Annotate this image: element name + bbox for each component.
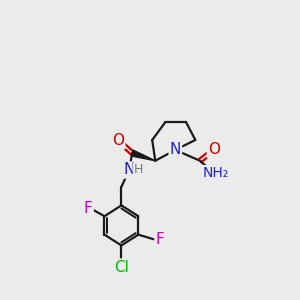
Text: O: O (112, 133, 124, 148)
Text: F: F (84, 201, 93, 216)
Text: H: H (134, 164, 143, 176)
Text: Cl: Cl (114, 260, 129, 274)
Text: NH₂: NH₂ (202, 166, 229, 180)
Polygon shape (131, 150, 155, 161)
Text: O: O (208, 142, 220, 158)
Text: N: N (123, 163, 135, 178)
Text: N: N (169, 142, 181, 158)
Text: F: F (155, 232, 164, 247)
